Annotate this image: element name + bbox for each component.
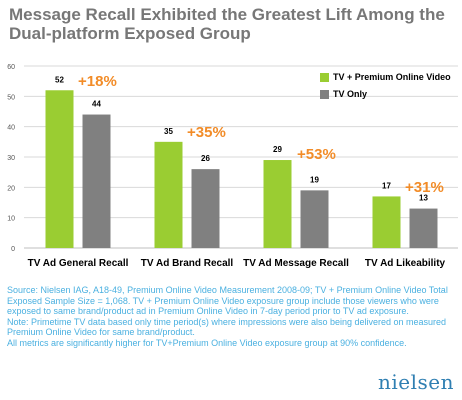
lift-label: +53%	[297, 146, 336, 163]
y-tick-label: 50	[7, 94, 15, 101]
category-label: TV Ad General Recall	[27, 258, 129, 269]
category-label: TV Ad Message Recall	[243, 258, 349, 269]
y-tick-label: 10	[7, 216, 15, 223]
y-tick-label: 20	[7, 185, 15, 192]
bar-tv-premium	[154, 141, 183, 248]
legend-label-tv-premium: TV + Premium Online Video	[333, 72, 451, 82]
legend-item-tv-only: TV Only	[320, 89, 367, 99]
category-label: TV Ad Likeability	[364, 258, 446, 269]
category-label: TV Ad Brand Recall	[140, 258, 234, 269]
significance-note: All metrics are significantly higher for…	[7, 337, 407, 348]
bar-value-label: 44	[92, 100, 101, 109]
bar-tv-premium	[263, 160, 292, 248]
bar-tv-only	[409, 208, 438, 248]
source-notes: Source: Nielsen IAG, A18-49, Premium Onl…	[7, 285, 455, 349]
bar-value-label: 13	[419, 194, 428, 203]
legend-label-tv-only: TV Only	[333, 89, 368, 99]
y-tick-label: 30	[7, 155, 15, 162]
lift-label: +35%	[187, 124, 226, 141]
chart-title: Message Recall Exhibited the Greatest Li…	[9, 5, 445, 43]
source-note: Source: Nielsen IAG, A18-49, Premium Onl…	[7, 285, 448, 317]
bar-tv-only	[191, 169, 220, 248]
y-tick-label: 40	[7, 125, 15, 132]
bar-tv-premium	[372, 196, 401, 248]
bar-value-label: 35	[164, 127, 173, 136]
y-tick-label: 60	[7, 64, 15, 71]
bar-tv-premium	[45, 90, 74, 249]
bar-tv-only	[82, 114, 111, 249]
legend-swatch-tv-only	[320, 89, 329, 99]
bar-value-label: 52	[55, 75, 64, 84]
nielsen-logo: nielsen	[378, 370, 454, 394]
bar-value-label: 19	[310, 175, 319, 184]
lift-label: +31%	[405, 179, 444, 196]
bar-value-label: 17	[382, 181, 391, 190]
primetime-note: Note: Primetime TV data based only time …	[7, 316, 447, 338]
bar-value-label: 26	[201, 154, 210, 163]
legend-item-tv-premium: TV + Premium Online Video	[320, 72, 451, 82]
bar-chart: 0 10 20 30 40 50 60 52 35 29 17 44 26 19 13	[7, 64, 458, 253]
bar-value-label: 29	[273, 145, 282, 154]
bar-tv-only	[300, 190, 329, 248]
lift-label: +18%	[78, 73, 117, 90]
y-tick-label: 0	[11, 246, 15, 253]
legend-swatch-tv-premium	[320, 72, 329, 82]
